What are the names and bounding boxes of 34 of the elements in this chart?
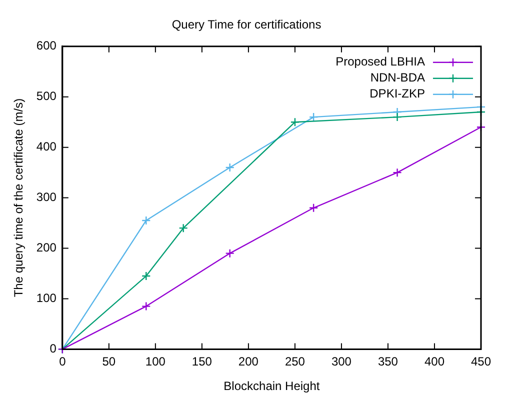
- point: [178, 223, 188, 233]
- point: [142, 216, 151, 226]
- x-tick-label: 250: [284, 354, 306, 369]
- y-tick-label: 200: [36, 240, 57, 255]
- x-tick-label: 400: [424, 354, 445, 369]
- point: [308, 112, 318, 122]
- point: [290, 118, 300, 127]
- y-tick-label: 100: [36, 291, 57, 306]
- x-tick-label: 450: [470, 354, 492, 369]
- point: [142, 271, 151, 281]
- x-tick-label: 100: [145, 354, 166, 369]
- y-tick-label: 300: [36, 190, 57, 204]
- point: [308, 203, 318, 212]
- legend-label: Proposed LBHIA: [336, 54, 425, 69]
- x-tick-label: 0: [59, 354, 66, 369]
- x-tick-label: 350: [378, 354, 398, 369]
- y-tick-label: 600: [36, 38, 57, 53]
- x-tick-label: 150: [192, 354, 212, 369]
- point: [392, 112, 402, 122]
- x-tick-label: 50: [102, 354, 116, 369]
- x-tick-label: 300: [331, 354, 352, 369]
- y-tick-label: 400: [36, 140, 57, 154]
- y-tick-label: 0: [50, 342, 57, 356]
- x-tick-label: 200: [238, 354, 259, 369]
- point: [142, 302, 151, 311]
- point: [225, 162, 234, 172]
- y-tick-label: 500: [36, 89, 57, 104]
- point: [225, 248, 234, 258]
- point: [392, 168, 402, 178]
- legend-label: DPKI-ZKP: [370, 86, 425, 101]
- y-axis-title: The query time of the certificate (m/s): [12, 98, 26, 298]
- chart-title: Query Time for certifications: [172, 18, 322, 32]
- legend-label: NDN-BDA: [370, 70, 425, 85]
- x-axis-title: Blockchain Height: [224, 379, 320, 394]
